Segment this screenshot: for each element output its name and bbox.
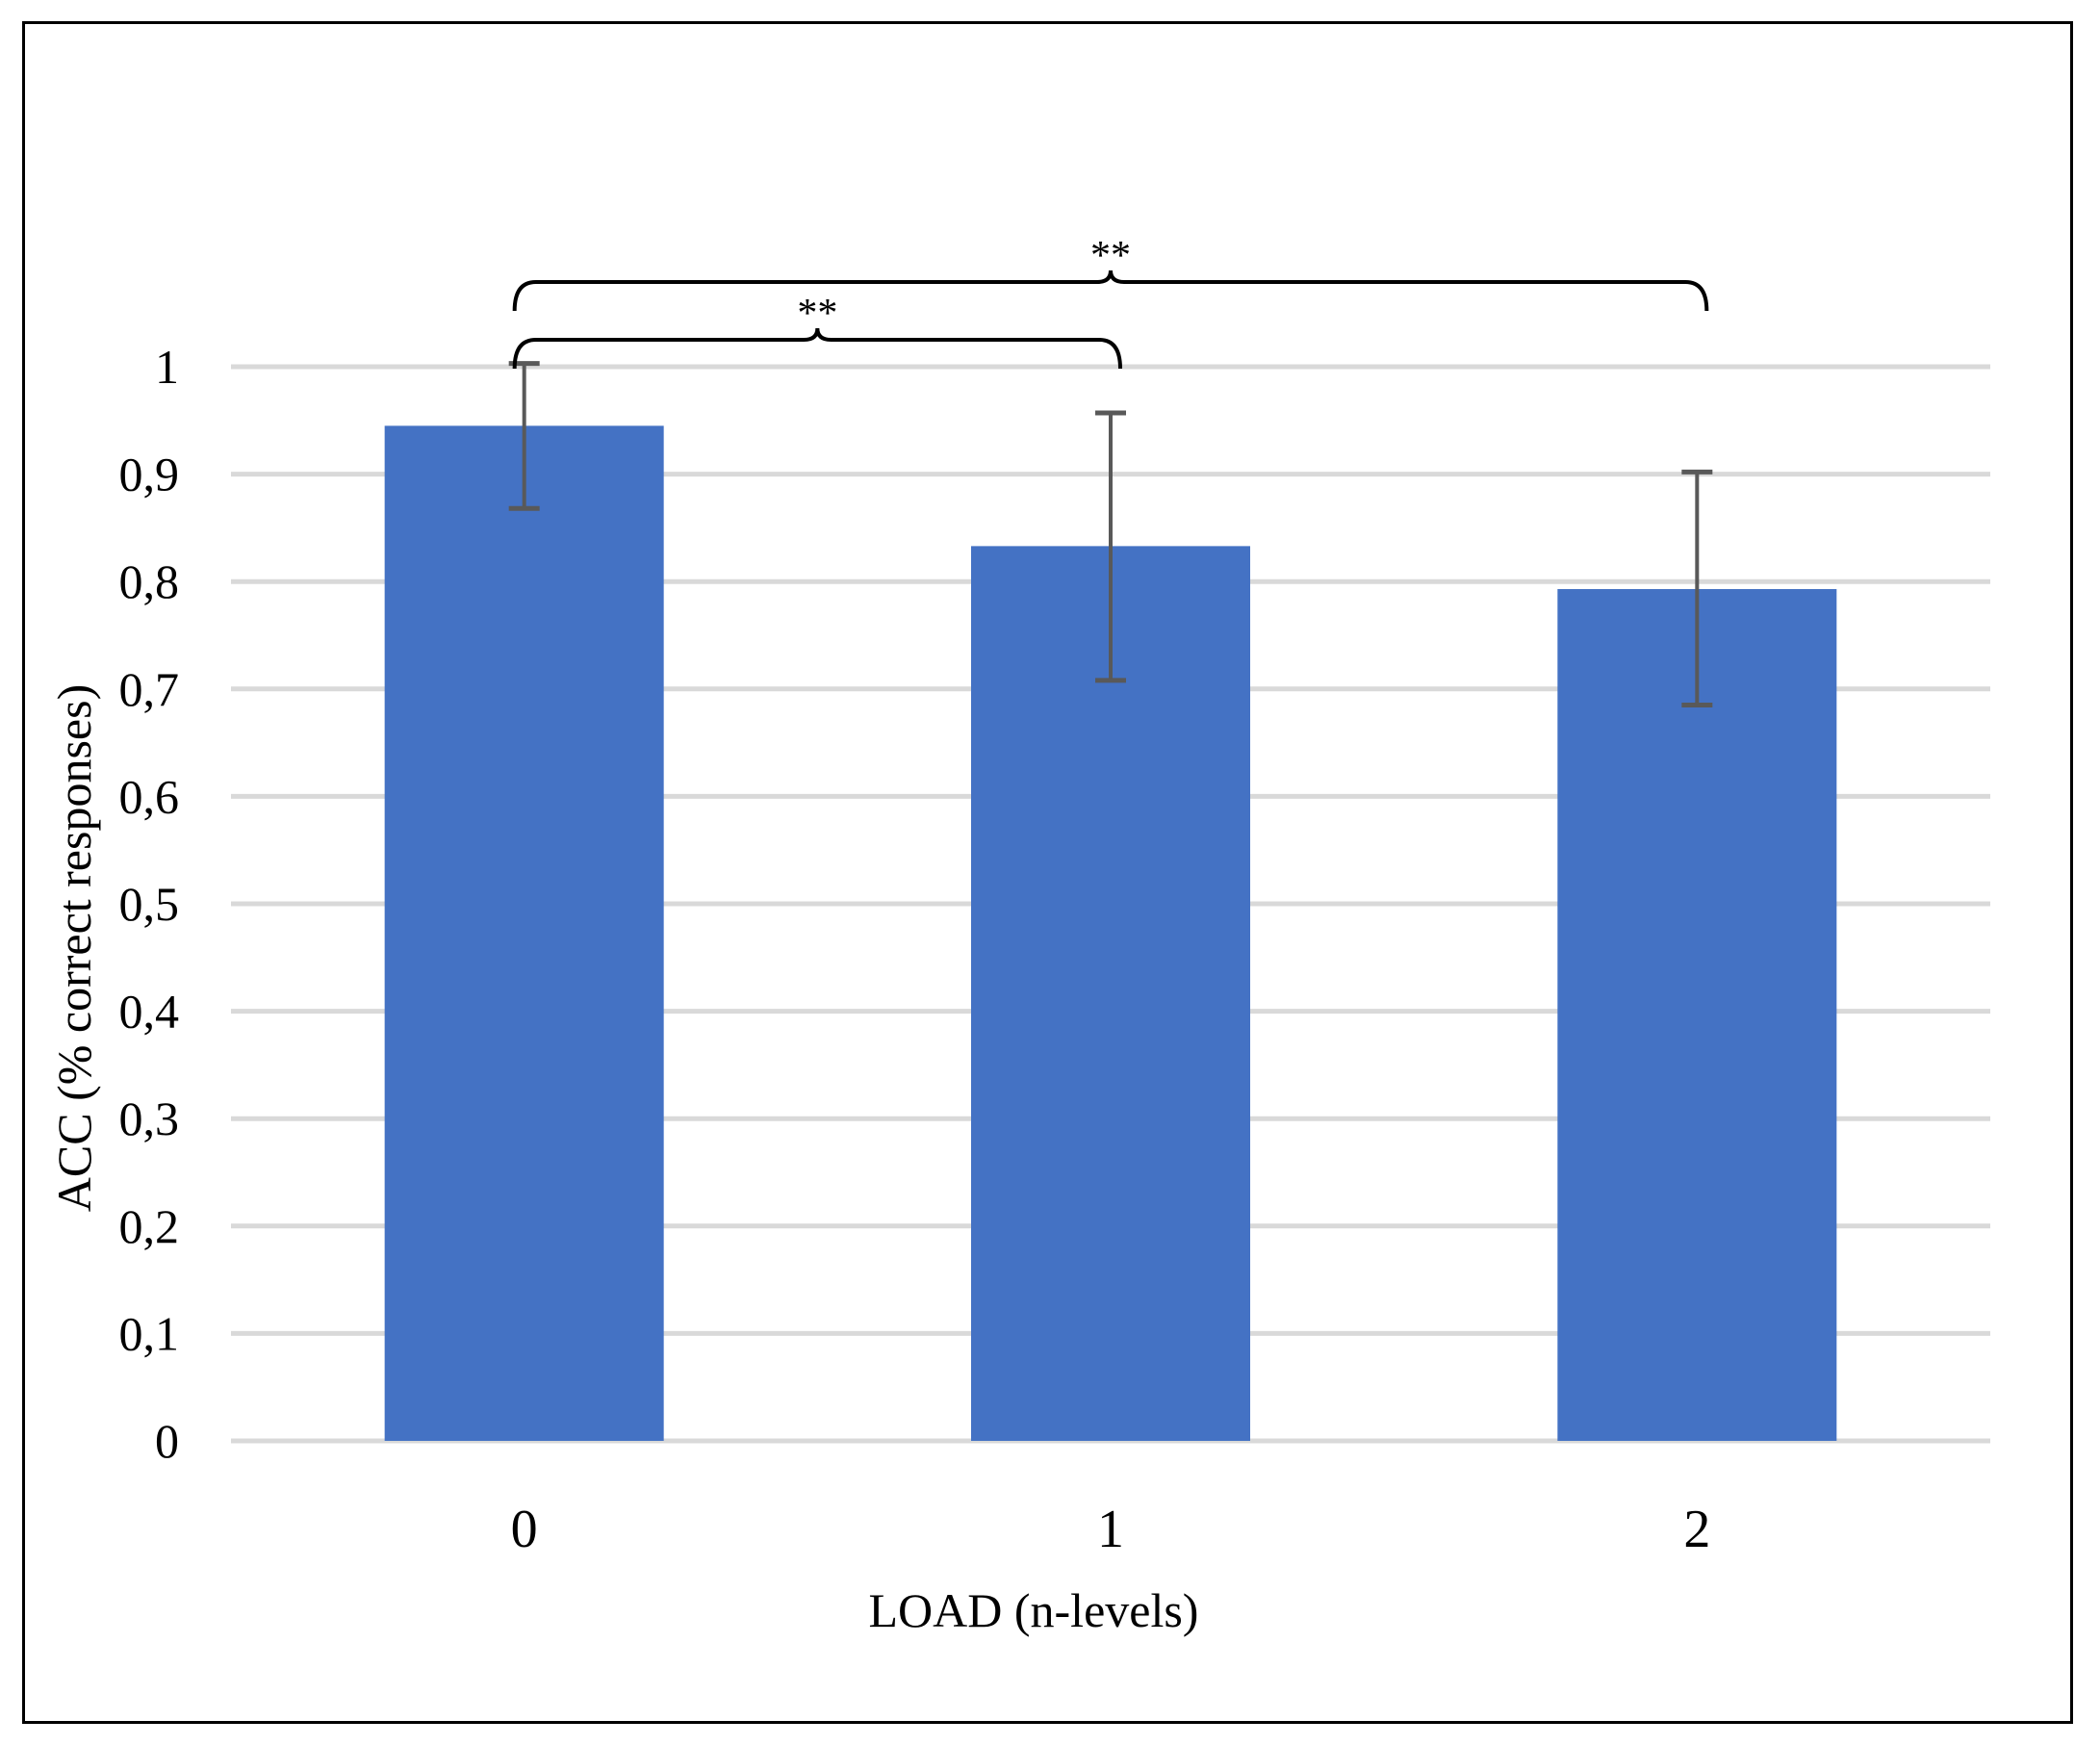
y-tick-label: 0,1 (119, 1306, 180, 1360)
y-axis-label: ACC (% correct responses) (47, 684, 101, 1212)
y-tick-label: 0,8 (119, 554, 180, 608)
bar (1557, 589, 1837, 1441)
significance-brackets: ** ** (512, 234, 1709, 370)
y-tick-label: 0,2 (119, 1199, 180, 1253)
x-axis-ticks: 0 1 2 (511, 1500, 1711, 1559)
significance-label: ** (797, 292, 837, 336)
y-axis-ticks: 0 0,1 0,2 0,3 0,4 0,5 0,6 0,7 0,8 0,9 1 (119, 340, 180, 1468)
y-tick-label: 0,9 (119, 448, 180, 501)
bar (384, 425, 664, 1441)
x-axis-label: LOAD (n-levels) (869, 1583, 1199, 1637)
y-tick-label: 0,5 (119, 877, 180, 931)
significance-label: ** (1090, 234, 1131, 278)
bars (384, 425, 1837, 1441)
y-tick-label: 1 (155, 340, 179, 394)
x-tick-label: 2 (1683, 1500, 1710, 1559)
x-tick-label: 1 (1097, 1500, 1124, 1559)
y-tick-label: 0 (155, 1414, 179, 1468)
y-tick-label: 0,6 (119, 769, 180, 823)
chart-frame: ** ** 0 0,1 0,2 0,3 0,4 0,5 0,6 0,7 0,8 0,9 1 0 1 2 L… (22, 21, 2073, 1724)
significance-bracket (512, 270, 1709, 312)
y-tick-label: 0,7 (119, 662, 180, 716)
bar-chart: ** ** 0 0,1 0,2 0,3 0,4 0,5 0,6 0,7 0,8 0,9 1 0 1 2 L… (47, 234, 1990, 1637)
significance-bracket (512, 327, 1122, 370)
x-tick-label: 0 (511, 1500, 538, 1559)
bar (971, 546, 1250, 1441)
y-tick-label: 0,3 (119, 1091, 180, 1145)
error-bars (508, 361, 1713, 708)
y-tick-label: 0,4 (119, 985, 180, 1039)
